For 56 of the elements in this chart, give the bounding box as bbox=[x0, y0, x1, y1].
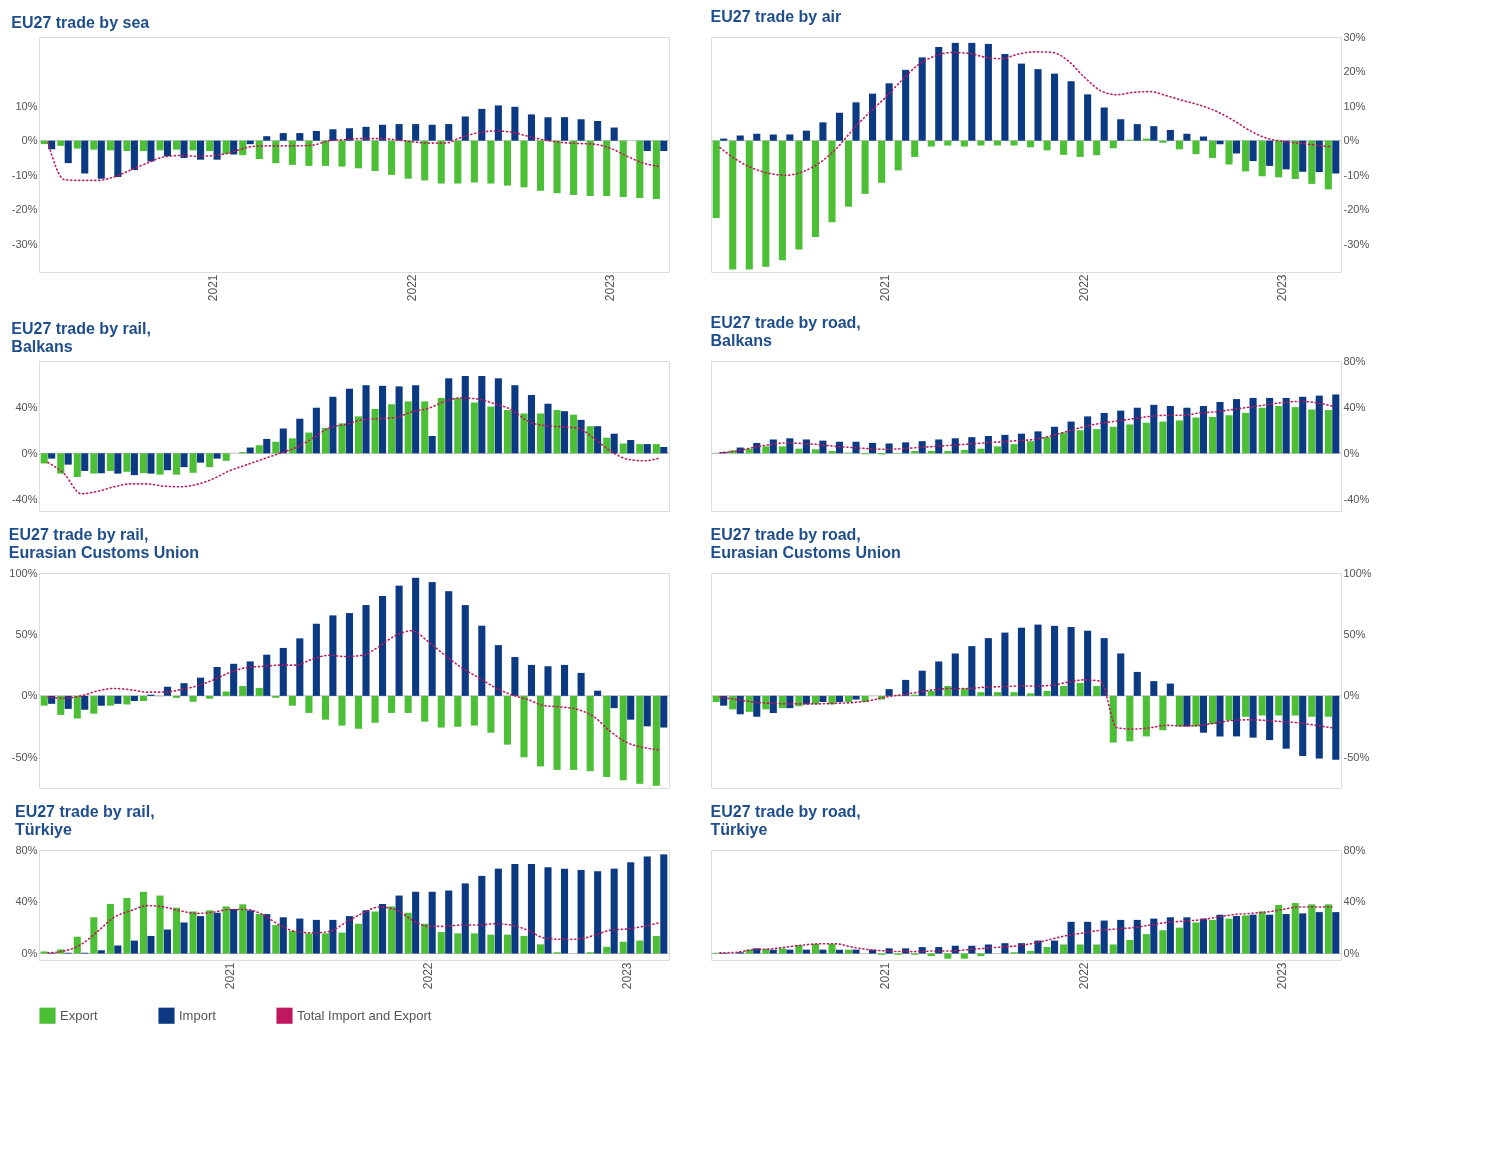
y-tick-label: 50% bbox=[15, 627, 38, 640]
y-tick-label: -50% bbox=[1343, 750, 1370, 763]
chart-title: EU27 trade by rail, Türkiye bbox=[14, 803, 155, 838]
chart-title: EU27 trade by sea bbox=[11, 14, 150, 31]
y-tick-label: -10% bbox=[11, 168, 38, 181]
y-tick-label: 10% bbox=[15, 99, 38, 112]
y-tick-label: 0% bbox=[21, 689, 38, 702]
y-tick-label: -30% bbox=[1343, 237, 1370, 250]
legend-label: Import bbox=[179, 1007, 217, 1023]
chart-title: EU27 trade by air bbox=[710, 8, 842, 25]
y-tick-label: 0% bbox=[1343, 134, 1360, 147]
chart-title: EU27 trade by rail, Eurasian Customs Union bbox=[8, 526, 200, 561]
x-tick-label: 2022 bbox=[1076, 962, 1091, 990]
y-tick-label: 10% bbox=[1343, 99, 1366, 112]
y-tick-label: 80% bbox=[15, 843, 38, 856]
y-tick-label: -40% bbox=[11, 492, 38, 505]
x-tick-label: 2023 bbox=[1275, 274, 1290, 302]
y-tick-label: 50% bbox=[1343, 627, 1366, 640]
x-tick-label: 2021 bbox=[878, 274, 893, 302]
legend-label: Total Import and Export bbox=[297, 1007, 432, 1023]
x-tick-label: 2023 bbox=[619, 962, 634, 990]
x-tick-label: 2022 bbox=[1076, 274, 1091, 302]
chart-title: EU27 trade by road, Balkans bbox=[710, 314, 861, 349]
y-tick-label: 40% bbox=[15, 895, 38, 908]
chart-title: EU27 trade by rail, Balkans bbox=[11, 320, 151, 355]
x-tick-label: 2021 bbox=[222, 962, 237, 990]
y-tick-label: -30% bbox=[11, 237, 38, 250]
y-tick-label: 20% bbox=[1343, 65, 1366, 78]
y-tick-label: 0% bbox=[21, 947, 38, 960]
legend-label: Export bbox=[60, 1007, 98, 1023]
y-tick-label: 100% bbox=[9, 566, 38, 579]
x-tick-label: 2022 bbox=[421, 962, 436, 990]
y-tick-label: 40% bbox=[15, 400, 38, 413]
y-tick-label: 100% bbox=[1343, 566, 1372, 579]
y-tick-label: 40% bbox=[1343, 400, 1366, 413]
x-tick-label: 2022 bbox=[404, 274, 419, 302]
y-tick-label: 0% bbox=[21, 134, 38, 147]
chart-title: EU27 trade by road, Türkiye bbox=[710, 803, 861, 838]
y-tick-label: 40% bbox=[1343, 895, 1366, 908]
y-tick-label: 30% bbox=[1343, 30, 1366, 43]
x-tick-label: 2023 bbox=[1275, 962, 1290, 990]
y-tick-label: 0% bbox=[21, 446, 38, 459]
y-tick-label: -20% bbox=[11, 203, 38, 216]
y-tick-label: 0% bbox=[1343, 689, 1360, 702]
y-tick-label: 0% bbox=[1343, 947, 1360, 960]
y-tick-label: -40% bbox=[1343, 492, 1370, 505]
y-tick-label: -20% bbox=[1343, 203, 1370, 216]
y-tick-label: 80% bbox=[1343, 354, 1366, 367]
chart-title: EU27 trade by road, Eurasian Customs Union bbox=[710, 526, 901, 561]
y-tick-label: -50% bbox=[11, 750, 38, 763]
y-tick-label: 80% bbox=[1343, 843, 1366, 856]
y-tick-label: 0% bbox=[1343, 446, 1360, 459]
x-tick-label: 2023 bbox=[603, 274, 618, 302]
y-tick-label: -10% bbox=[1343, 168, 1370, 181]
x-tick-label: 2021 bbox=[206, 274, 221, 302]
x-tick-label: 2021 bbox=[878, 962, 893, 990]
